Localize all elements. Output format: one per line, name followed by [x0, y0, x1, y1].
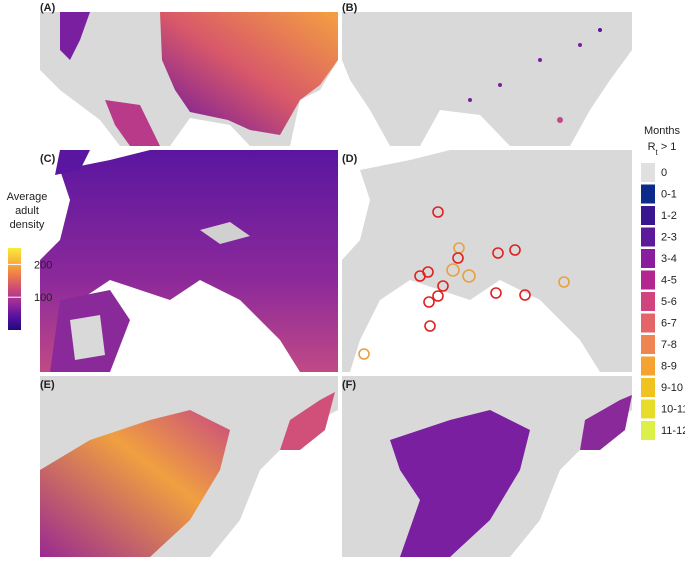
panel-label: (F)	[342, 379, 356, 391]
legend-label: 2-3	[661, 232, 677, 244]
panel-label: (A)	[40, 2, 56, 14]
legend-label: 8-9	[661, 361, 677, 373]
legend-label: 5-6	[661, 296, 677, 308]
panel-label: (C)	[40, 153, 56, 165]
panel-label: (B)	[342, 2, 358, 14]
map-d	[342, 150, 632, 372]
legend-swatch	[641, 356, 655, 376]
legend-swatch	[641, 184, 655, 204]
colorbar	[8, 248, 21, 330]
legend-swatch	[641, 227, 655, 247]
density-legend: Average adult density 100 200	[7, 191, 52, 330]
legend-label: 3-4	[661, 253, 677, 265]
map-b	[342, 12, 632, 146]
panel-label: (E)	[40, 379, 55, 391]
map-c	[40, 150, 338, 372]
panel-labels: (A) (B) (C) (D) (E) (F)	[40, 2, 358, 391]
legend-swatch	[641, 206, 655, 225]
months-legend: Months Rt > 1 0 0-1 1-2 2-3 3-4 4-5 5-6 6-7 7-8 8-9…	[641, 125, 685, 440]
legend-title: Average	[7, 191, 48, 203]
legend-label: 0-1	[661, 189, 677, 201]
legend-swatch	[641, 163, 655, 182]
legend-label: 10-11	[661, 404, 685, 416]
map-e	[40, 376, 338, 557]
legend-label: 4-5	[661, 275, 677, 287]
legend-title: Months	[644, 125, 681, 137]
legend-title: adult	[15, 205, 39, 217]
panel-label: (D)	[342, 153, 358, 165]
subtitle-rest: > 1	[658, 141, 677, 153]
legend-title: density	[10, 219, 45, 231]
legend-label: 7-8	[661, 339, 677, 351]
legend-swatch	[641, 399, 655, 419]
colorbar-tick-label: 200	[34, 259, 52, 271]
legend-label: 9-10	[661, 382, 683, 394]
legend-swatch	[641, 313, 655, 333]
map-a	[40, 12, 338, 146]
legend-swatch	[641, 270, 655, 290]
legend-label: 1-2	[661, 210, 677, 222]
colorbar-tick-label: 100	[34, 292, 52, 304]
subtitle-main: R	[648, 141, 656, 153]
legend-label: 11-12	[661, 425, 685, 437]
legend-label: 6-7	[661, 318, 677, 330]
legend-label: 0	[661, 167, 667, 179]
subtitle-sub: t	[656, 148, 659, 157]
legend-swatch	[641, 421, 655, 440]
legend-swatch	[641, 249, 655, 268]
legend-subtitle: Rt > 1	[648, 141, 677, 157]
map-f	[342, 376, 632, 557]
legend-swatch	[641, 335, 655, 354]
legend-swatch	[641, 378, 655, 397]
legend-swatch	[641, 292, 655, 311]
